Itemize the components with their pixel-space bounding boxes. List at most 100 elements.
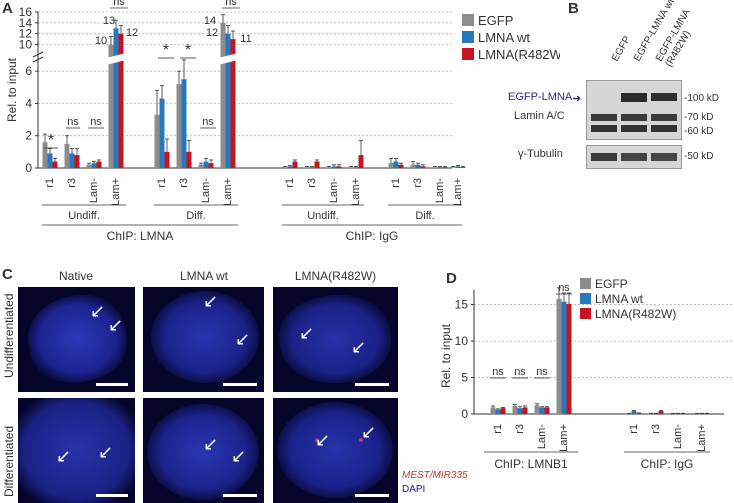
scale-bar bbox=[223, 383, 257, 386]
bar bbox=[69, 153, 75, 168]
legend-entry: LMNA wt bbox=[595, 292, 644, 306]
category-label: Lam+ bbox=[452, 178, 464, 206]
category-label: Lam+ bbox=[558, 424, 570, 452]
category-label: Lam+ bbox=[110, 178, 122, 206]
arrow-icon: ↙ bbox=[299, 323, 314, 343]
row-label-undiff: Undifferentiated bbox=[2, 293, 16, 378]
bar bbox=[455, 166, 461, 168]
bar bbox=[500, 408, 506, 414]
bar bbox=[91, 163, 97, 168]
bar bbox=[522, 407, 528, 414]
bar bbox=[96, 161, 102, 168]
arrow-icon: ↙ bbox=[98, 442, 113, 462]
lamin-label: Lamin A/C bbox=[514, 110, 565, 122]
category-label: r1 bbox=[628, 424, 640, 434]
legend-swatch bbox=[580, 308, 591, 319]
bar bbox=[539, 407, 545, 414]
col-header-lmna-wt: LMNA wt bbox=[179, 269, 228, 283]
bar bbox=[198, 164, 204, 168]
bar bbox=[287, 166, 293, 168]
bar bbox=[208, 163, 214, 168]
arrow-icon: ↙ bbox=[231, 446, 246, 466]
micrograph-lmnamut-diff: ↙ ↙ bbox=[273, 398, 398, 503]
bar bbox=[415, 164, 421, 168]
category-label: r1 bbox=[492, 424, 504, 434]
bar-number: 10 bbox=[95, 35, 107, 47]
bar bbox=[331, 166, 337, 168]
bar bbox=[410, 164, 416, 168]
y-tick-label: 6 bbox=[25, 64, 32, 78]
significance-label: ns bbox=[113, 0, 125, 8]
panel-label-b: B bbox=[568, 0, 579, 17]
bar bbox=[398, 164, 404, 168]
chip-label: ChIP: IgG bbox=[641, 457, 694, 471]
bar bbox=[442, 167, 448, 168]
condition-label: Diff. bbox=[415, 210, 434, 222]
panel-label-a: A bbox=[2, 0, 13, 17]
bar bbox=[393, 161, 399, 168]
col-header-lmna-mut: LMNA(R482W) bbox=[294, 269, 377, 283]
bar bbox=[348, 167, 354, 168]
bar bbox=[517, 408, 523, 414]
row-label-diff: Differentiated bbox=[2, 425, 16, 497]
significance-label: ns bbox=[90, 116, 102, 128]
category-label: r3 bbox=[178, 178, 190, 188]
bar bbox=[490, 407, 496, 414]
scale-bar bbox=[355, 494, 389, 497]
bar bbox=[176, 84, 182, 168]
bar bbox=[113, 28, 119, 168]
probe-label: MEST/MIR335 bbox=[402, 470, 468, 481]
bar bbox=[561, 301, 567, 414]
bar bbox=[42, 142, 48, 168]
category-label: Lam- bbox=[672, 424, 684, 449]
bar bbox=[534, 405, 540, 414]
arrow-icon: ↙ bbox=[108, 315, 123, 335]
bar bbox=[86, 164, 92, 168]
scale-bar bbox=[355, 383, 389, 386]
category-label: r1 bbox=[44, 178, 56, 188]
significance-label: ns bbox=[558, 282, 570, 294]
stain-label: DAPI bbox=[402, 484, 426, 495]
lamin-blot bbox=[586, 80, 682, 140]
arrow-icon: ↙ bbox=[203, 434, 218, 454]
panel-label-d: D bbox=[446, 270, 457, 287]
bar bbox=[314, 161, 320, 168]
significance-label: ns bbox=[536, 366, 548, 378]
micrograph-native-undiff: ↙ ↙ bbox=[18, 287, 135, 392]
arrow-icon: ↙ bbox=[56, 446, 71, 466]
legend-entry: EGFP bbox=[595, 277, 628, 291]
significance-label: * bbox=[185, 42, 191, 59]
bar bbox=[566, 303, 572, 414]
bar bbox=[636, 413, 642, 414]
bar bbox=[353, 167, 359, 168]
legend-swatch bbox=[462, 48, 474, 60]
category-label: Lam- bbox=[200, 178, 212, 203]
category-label: r3 bbox=[412, 178, 424, 188]
arrow-icon: ↙ bbox=[361, 422, 376, 442]
legend-entry: LMNA wt bbox=[478, 30, 530, 45]
y-axis-label: Rel. to input bbox=[5, 57, 19, 122]
arrow-icon: ↙ bbox=[90, 301, 105, 321]
lane-label-egfp: EGFP bbox=[610, 34, 634, 64]
legend-swatch bbox=[462, 31, 474, 43]
scale-bar bbox=[96, 494, 128, 497]
micrograph-native-diff: ↙ ↙ bbox=[18, 398, 135, 503]
bar bbox=[495, 409, 501, 414]
y-tick-label: 10 bbox=[19, 38, 33, 52]
y-tick-label: 2 bbox=[25, 129, 32, 143]
category-label: r3 bbox=[650, 424, 662, 434]
significance-label: * bbox=[48, 132, 54, 149]
bar-number: 14 bbox=[204, 15, 216, 27]
bar bbox=[304, 167, 310, 168]
category-label: Lam+ bbox=[350, 178, 362, 206]
marker-70: -70 kD bbox=[684, 112, 714, 123]
marker-60: -60 kD bbox=[684, 126, 714, 137]
condition-label: Undiff. bbox=[307, 210, 339, 222]
significance-label: * bbox=[163, 42, 169, 59]
arrow-icon: ↙ bbox=[315, 430, 330, 450]
bar bbox=[358, 155, 364, 168]
bar-number: 12 bbox=[126, 27, 138, 39]
micrograph-lmnawt-diff: ↙ ↙ bbox=[143, 398, 264, 503]
